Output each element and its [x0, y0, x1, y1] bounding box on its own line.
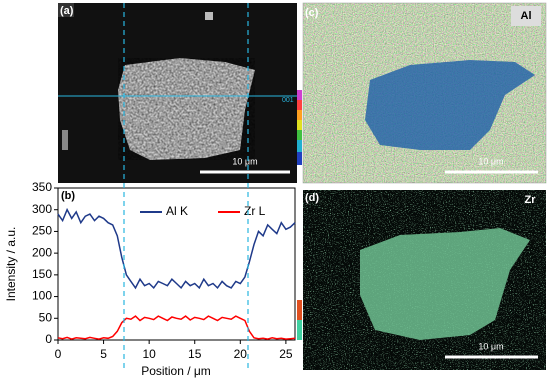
element-label: Zr [525, 194, 537, 206]
data-line [57, 207, 296, 290]
panel-label: (a) [60, 5, 74, 17]
x-axis-title: Position / μm [141, 364, 211, 378]
y-axis-title: Intensity / a.u. [4, 227, 18, 302]
y-tick-label: 300 [32, 202, 52, 216]
data-line [57, 315, 296, 340]
sem-image [58, 3, 297, 183]
x-tick-label: 20 [234, 347, 248, 361]
color-bar [297, 90, 302, 340]
panel-label: (c) [305, 7, 319, 19]
y-tick-label: 100 [32, 289, 52, 303]
y-tick-label: 200 [32, 245, 52, 259]
element-label: Al [521, 10, 532, 22]
y-tick-label: 350 [32, 180, 52, 194]
x-tick-label: 15 [188, 347, 202, 361]
y-tick-label: 250 [32, 224, 52, 238]
al-map [303, 3, 546, 183]
x-tick-label: 5 [100, 347, 107, 361]
scale-label: 10 μm [478, 341, 503, 351]
legend-label: Al K [166, 204, 188, 218]
x-tick-label: 10 [142, 347, 156, 361]
label-box [58, 3, 74, 17]
y-tick-label: 0 [45, 332, 52, 346]
panel-label: (b) [61, 190, 75, 202]
scale-label: 10 μm [478, 156, 503, 166]
line-label: 001 [282, 97, 294, 104]
line-chart: 0 50 100 150 200 250 300 350 0 5 10 15 20 25 Al K Zr L [32, 180, 296, 361]
panel-label: (d) [305, 192, 319, 204]
plot-area [57, 187, 296, 341]
x-tick-label: 0 [55, 347, 62, 361]
x-tick-label: 25 [279, 347, 293, 361]
scale-label: 10 μm [232, 156, 257, 166]
zr-map [303, 190, 546, 370]
legend-label: Zr L [244, 204, 266, 218]
y-tick-label: 150 [32, 267, 52, 281]
y-tick-label: 50 [39, 310, 53, 324]
